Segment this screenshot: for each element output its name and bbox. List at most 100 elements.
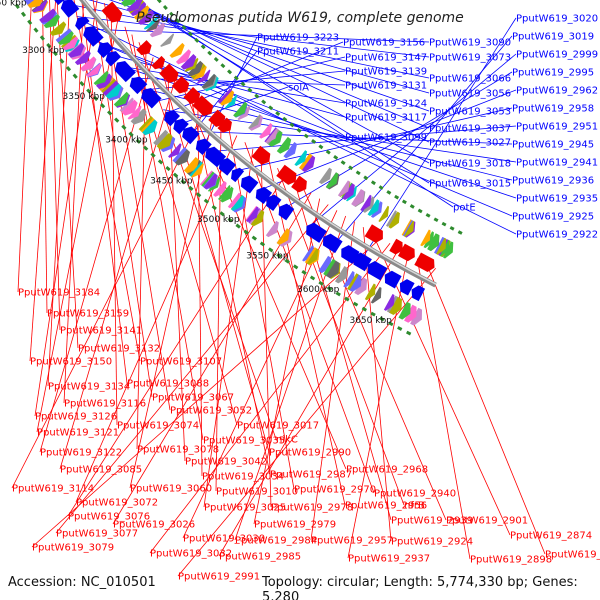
gc-dot xyxy=(318,280,324,286)
gene-label: PputW619_2979 xyxy=(254,520,336,531)
gc-dot xyxy=(39,35,45,41)
gc-dot xyxy=(220,63,226,69)
gc-dot xyxy=(157,159,164,165)
gene-label: PputW619_3073 xyxy=(429,53,511,64)
reverse-cds xyxy=(347,273,358,290)
reverse-cds xyxy=(101,1,123,23)
leader-line xyxy=(233,107,513,172)
gc-dot xyxy=(194,37,200,43)
gene-label: PputW619_2847 xyxy=(545,550,600,561)
leader-line xyxy=(55,204,329,534)
reverse-cds xyxy=(283,141,298,159)
gene-label: PputW619_3134 xyxy=(48,382,130,393)
reverse-cds xyxy=(32,0,48,13)
gc-dot xyxy=(180,179,186,185)
forward-cds xyxy=(182,126,200,145)
gene-label: PputW619_3107 xyxy=(140,357,222,368)
gene-label: PputW619_2939 xyxy=(391,516,473,527)
reverse-cds xyxy=(404,304,417,323)
reverse-cds xyxy=(291,175,307,193)
gc-dot xyxy=(361,306,367,312)
reverse-cds xyxy=(197,69,211,84)
reverse-cds xyxy=(27,0,43,8)
reverse-cds xyxy=(127,105,142,120)
leader-line xyxy=(67,174,287,517)
reverse-cds xyxy=(121,99,138,116)
leader-line xyxy=(108,0,430,112)
gc-dot xyxy=(449,226,455,231)
reverse-cds xyxy=(160,33,175,47)
reverse-cds xyxy=(276,228,290,245)
gene-label: PputW619_3072 xyxy=(76,498,158,509)
gc-dot xyxy=(150,152,156,158)
reverse-cds xyxy=(199,170,213,186)
forward-cds xyxy=(105,51,122,67)
reverse-cds xyxy=(23,0,32,2)
gc-dot xyxy=(165,165,171,172)
forward-cds xyxy=(141,87,162,109)
reverse-cds xyxy=(49,21,67,36)
reverse-cds xyxy=(193,65,207,80)
reverse-cds xyxy=(342,183,355,200)
accession-text: Accession: NC_010501 xyxy=(8,575,156,590)
gene-label: PputW619_3141 xyxy=(60,326,142,337)
reverse-cds xyxy=(68,42,85,58)
gc-dot xyxy=(335,291,341,297)
gene-label: PputW619_3099 xyxy=(345,133,427,144)
gc-dot xyxy=(233,75,239,81)
gene-label: PputW619_2999 xyxy=(516,50,598,61)
gene-label: PputW619_3077 xyxy=(56,529,138,540)
gc-dot xyxy=(284,258,290,264)
gc-dot xyxy=(254,93,260,99)
leader-line xyxy=(87,28,430,43)
gene-label: PputW619_3159 xyxy=(47,309,129,320)
reverse-cds xyxy=(156,132,172,149)
forward-cds xyxy=(164,110,181,127)
leader-line xyxy=(78,18,517,235)
leader-line xyxy=(108,53,346,118)
gene-label: PputW619_3126 xyxy=(35,412,117,423)
kbp-tick-label: 3450 kbp xyxy=(150,176,193,186)
leader-line xyxy=(426,263,546,555)
gc-dot xyxy=(169,11,175,17)
gene-label: PputW619_3124 xyxy=(345,99,427,110)
reverse-cds xyxy=(138,9,155,25)
leader-line xyxy=(17,0,32,293)
gc-dot xyxy=(441,221,447,227)
reverse-cds xyxy=(326,260,340,279)
reverse-cds xyxy=(389,238,403,255)
reverse-cds xyxy=(201,73,216,89)
gene-label: PputW619_3076 xyxy=(68,512,150,523)
gc-dot xyxy=(425,213,431,218)
gc-dot xyxy=(27,19,33,25)
reverse-cds xyxy=(367,199,380,216)
feature-tracks xyxy=(23,0,454,326)
kbp-tick-label: 3650 kbp xyxy=(349,316,392,326)
gc-dot xyxy=(187,31,193,37)
gc-dot xyxy=(227,69,233,75)
gc-dot xyxy=(128,131,134,137)
gene-label: PputW619_3116 xyxy=(64,399,146,410)
gc-dot xyxy=(344,296,350,302)
gc-dot xyxy=(268,247,274,253)
gc-dot xyxy=(301,269,307,275)
reverse-cds xyxy=(169,42,185,58)
gene-label: PputW619_3088 xyxy=(127,379,209,390)
leader-line xyxy=(120,0,430,129)
gene-label: PputW619_2940 xyxy=(374,489,456,500)
reverse-cds xyxy=(401,219,412,236)
reverse-cds xyxy=(427,233,440,252)
gene-label: PputW619_3026 xyxy=(113,520,195,531)
reverse-cds xyxy=(389,296,402,315)
forward-cds xyxy=(54,0,65,6)
reverse-cds xyxy=(364,283,376,301)
reverse-cds xyxy=(349,274,362,292)
reverse-cds xyxy=(151,55,166,70)
gene-label: PputW619_3035 xyxy=(203,436,285,447)
gene-label: PputW619_2984 xyxy=(235,536,317,547)
gene-label: PputW619_2936 xyxy=(512,176,594,187)
reverse-cds xyxy=(220,186,234,203)
leader-line xyxy=(130,0,430,164)
reverse-cds xyxy=(343,270,355,288)
forward-cds xyxy=(266,194,282,212)
